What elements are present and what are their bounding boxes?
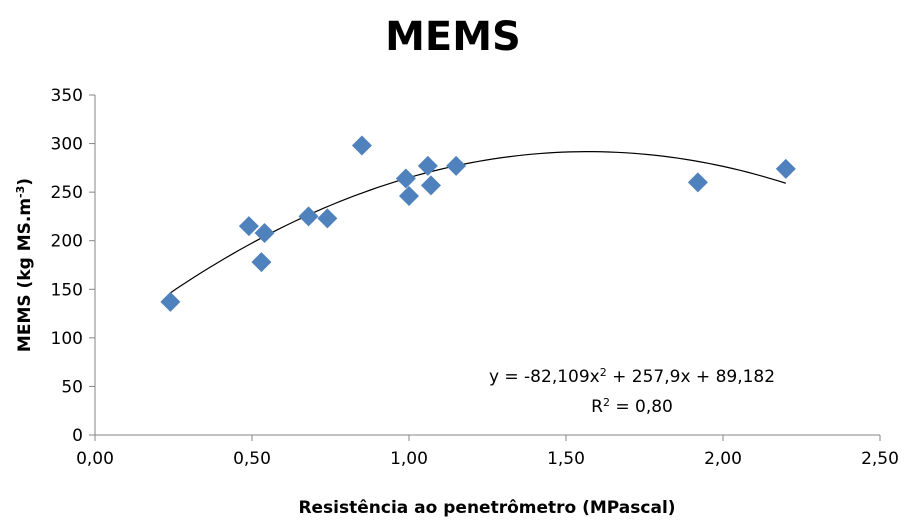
data-point	[298, 206, 319, 227]
trendline	[170, 151, 786, 294]
data-point	[238, 216, 259, 237]
data-point	[254, 222, 275, 243]
x-tick-label: 0,00	[76, 449, 114, 469]
data-point	[395, 168, 416, 189]
y-tick-label: 50	[61, 377, 83, 397]
x-axis-label: Resistência ao penetrômetro (MPascal)	[298, 498, 675, 518]
data-point	[251, 252, 272, 273]
r-squared: R2 = 0,80	[591, 396, 673, 418]
x-tick-label: 2,50	[861, 449, 899, 469]
y-axis-label: MEMS (kg MS.m-3)	[14, 178, 36, 352]
chart-title: MEMS	[385, 14, 521, 60]
y-axis-ticks: 0 50 100 150 200 250 300 350	[51, 86, 95, 446]
y-tick-label: 0	[72, 426, 83, 446]
trendline-equation: y = -82,109x2 + 257,9x + 89,182	[489, 366, 775, 388]
x-tick-label: 2,00	[704, 449, 742, 469]
x-tick-label: 0,50	[233, 449, 271, 469]
y-tick-label: 300	[51, 135, 83, 155]
y-tick-label: 100	[51, 329, 83, 349]
data-point	[420, 175, 441, 196]
data-point	[417, 155, 438, 176]
data-point	[446, 155, 467, 176]
data-point	[351, 135, 372, 156]
x-tick-label: 1,50	[547, 449, 585, 469]
y-tick-label: 150	[51, 280, 83, 300]
x-tick-label: 1,00	[390, 449, 428, 469]
y-tick-label: 200	[51, 232, 83, 252]
data-point	[687, 172, 708, 193]
data-point	[775, 158, 796, 179]
y-tick-label: 350	[51, 86, 83, 106]
y-tick-label: 250	[51, 183, 83, 203]
x-axis-ticks: 0,00 0,50 1,00 1,50 2,00 2,50	[76, 435, 899, 469]
data-points	[160, 135, 796, 312]
data-point	[399, 186, 419, 207]
data-point	[160, 291, 181, 312]
data-point	[317, 208, 338, 229]
